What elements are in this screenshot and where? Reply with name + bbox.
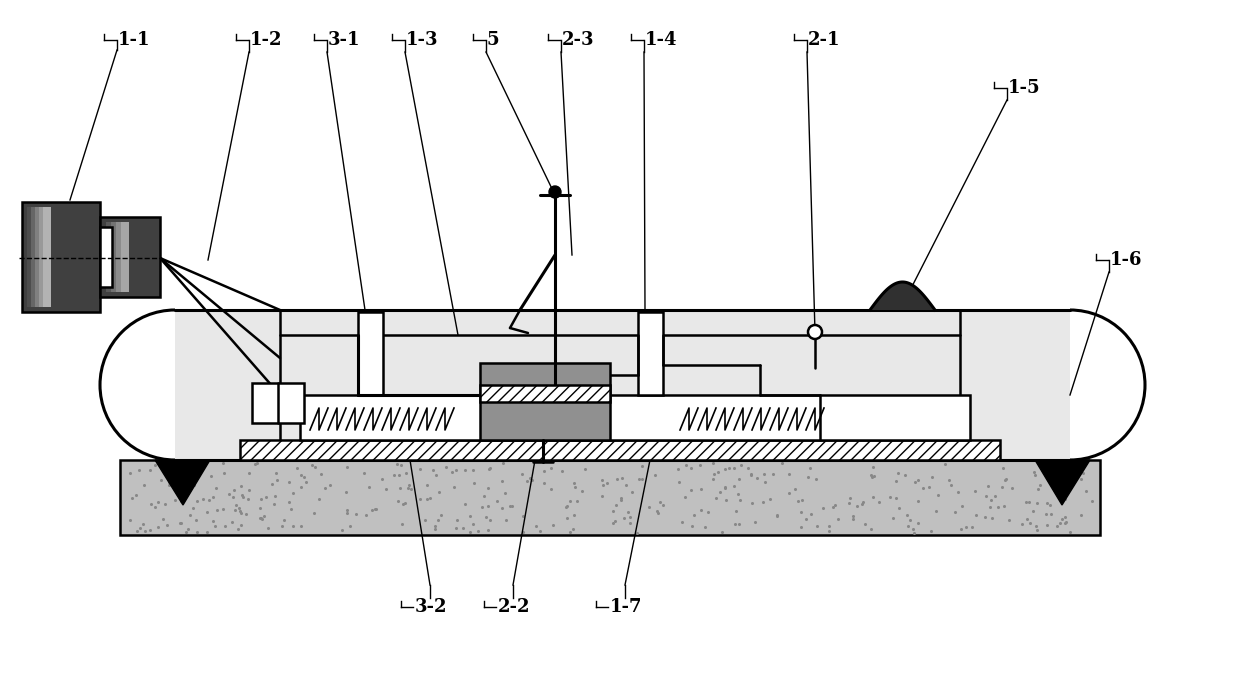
Bar — [35, 207, 43, 307]
Polygon shape — [155, 460, 210, 505]
Text: 1-1: 1-1 — [118, 31, 150, 49]
Bar — [27, 207, 35, 307]
Bar — [175, 310, 1070, 460]
Text: 1-3: 1-3 — [405, 31, 439, 49]
Text: 1-5: 1-5 — [1008, 79, 1040, 97]
Bar — [639, 312, 663, 395]
Bar — [22, 202, 100, 312]
Text: 2-3: 2-3 — [562, 31, 594, 49]
Bar — [31, 207, 38, 307]
Circle shape — [549, 186, 560, 198]
Text: 2-1: 2-1 — [808, 31, 841, 49]
Bar — [241, 440, 999, 460]
Text: 1-7: 1-7 — [610, 598, 642, 616]
Text: 3-1: 3-1 — [329, 31, 361, 49]
Text: 3-2: 3-2 — [415, 598, 448, 616]
Polygon shape — [1035, 460, 1090, 505]
Bar — [480, 385, 610, 402]
Text: 2-2: 2-2 — [498, 598, 531, 616]
Bar — [300, 395, 970, 440]
Bar — [117, 222, 124, 292]
Bar — [43, 207, 51, 307]
Bar — [105, 222, 114, 292]
Bar — [252, 383, 304, 423]
Circle shape — [808, 325, 822, 339]
Bar — [100, 227, 112, 287]
Polygon shape — [870, 282, 935, 310]
Text: 1-4: 1-4 — [645, 31, 677, 49]
Bar — [100, 217, 160, 297]
Bar — [122, 222, 129, 292]
Bar — [358, 312, 383, 395]
Text: 5: 5 — [487, 31, 500, 49]
Bar — [38, 207, 47, 307]
Text: 1-6: 1-6 — [1110, 251, 1142, 269]
Bar — [480, 363, 610, 440]
Text: 1-2: 1-2 — [250, 31, 283, 49]
Bar — [112, 222, 119, 292]
Bar — [120, 460, 1100, 535]
